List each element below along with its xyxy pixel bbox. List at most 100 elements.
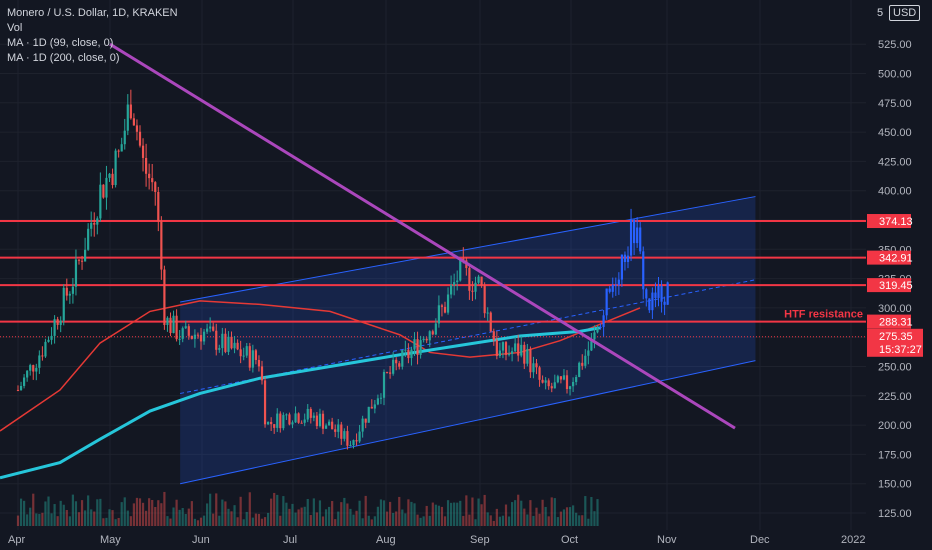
- candle-body: [599, 326, 602, 328]
- volume-bar: [297, 509, 300, 526]
- volume-bar: [492, 520, 495, 526]
- candle-body: [663, 301, 666, 305]
- volume-bar: [193, 518, 196, 526]
- volume-bar: [206, 503, 209, 526]
- volume-bar: [279, 515, 282, 526]
- volume-bar: [425, 505, 428, 526]
- symbol-title[interactable]: Monero / U.S. Dollar, 1D, KRAKEN: [7, 7, 178, 19]
- volume-bar: [535, 507, 538, 526]
- candle-body: [282, 415, 285, 429]
- volume-bar: [562, 509, 566, 526]
- candle-body: [617, 279, 620, 286]
- volume-bar: [50, 513, 53, 526]
- volume-bar: [517, 494, 520, 526]
- candle-body: [77, 259, 81, 261]
- candle-body: [642, 251, 645, 290]
- volume-bar: [239, 496, 242, 526]
- volume-bar: [398, 496, 401, 526]
- volume-bar: [462, 515, 465, 526]
- candle-body: [334, 429, 337, 432]
- volume-bar: [93, 511, 96, 526]
- candle-body: [160, 221, 163, 270]
- volume-bar: [547, 516, 550, 526]
- candle-body: [96, 218, 99, 225]
- volume-bar: [53, 504, 56, 526]
- volume-bar: [99, 498, 102, 526]
- candle-body: [260, 366, 264, 381]
- volume-bar: [56, 516, 59, 526]
- volume-bar: [328, 506, 331, 526]
- candle-body: [358, 431, 361, 442]
- candle-body: [315, 415, 318, 427]
- candle-body: [660, 285, 663, 302]
- volume-bar: [578, 515, 581, 526]
- volume-bar: [489, 515, 492, 526]
- volume-bar: [41, 512, 44, 526]
- candle-body: [547, 380, 550, 387]
- volume-bar: [568, 507, 572, 526]
- volume-bar: [373, 516, 376, 526]
- volume-bar: [419, 517, 422, 526]
- indicator-ma99[interactable]: MA · 1D (99, close, 0): [7, 37, 114, 49]
- candle-body: [50, 335, 53, 340]
- volume-bar: [587, 518, 590, 526]
- candle-body: [245, 346, 248, 356]
- volume-bar: [138, 498, 142, 526]
- candle-body: [395, 359, 398, 364]
- volume-bar: [367, 515, 370, 526]
- volume-bar: [385, 511, 389, 526]
- candles: [16, 89, 669, 450]
- volume-bar: [501, 515, 505, 526]
- candle-body: [29, 365, 32, 371]
- currency-button[interactable]: USD: [889, 5, 921, 21]
- volume-bar: [202, 515, 206, 526]
- candle-body: [273, 424, 276, 428]
- candle-body: [413, 339, 416, 350]
- indicator-volume[interactable]: Vol: [7, 22, 23, 34]
- candle-body: [538, 367, 541, 380]
- candle-body: [108, 173, 111, 178]
- descending-trendline: [109, 42, 736, 430]
- volume-bar: [443, 516, 447, 526]
- volume-bar: [248, 492, 251, 526]
- volume-bar: [35, 513, 38, 526]
- volume-bar: [105, 517, 108, 526]
- volume-bar: [19, 498, 23, 526]
- volume-bar: [141, 502, 145, 526]
- volume-bar: [376, 506, 379, 526]
- indicator-ma200[interactable]: MA · 1D (200, close, 0): [7, 52, 120, 64]
- candle-body: [202, 331, 206, 342]
- candle-body: [120, 144, 123, 152]
- candle-body: [355, 440, 358, 442]
- volume-bar: [224, 501, 227, 526]
- volume-bar: [355, 510, 358, 526]
- y-tick-label: 125.00: [878, 508, 912, 520]
- volume-bar: [108, 509, 111, 526]
- candle-body: [556, 376, 559, 383]
- candle-body: [337, 424, 340, 432]
- volume-bar: [111, 510, 114, 526]
- candle-body: [324, 425, 328, 429]
- volume-bar: [288, 508, 291, 526]
- candle-body: [562, 375, 566, 380]
- volume-bar: [364, 495, 367, 526]
- candle-body: [553, 382, 556, 389]
- candle-body: [565, 375, 569, 390]
- volume-bar: [59, 500, 62, 526]
- y-tick-label: 475.00: [878, 98, 912, 110]
- countdown-label: 15:37:27: [879, 344, 922, 356]
- volume-bar: [172, 507, 175, 526]
- candle-body: [596, 327, 599, 333]
- volume-bar: [428, 515, 431, 526]
- volume-bar: [90, 509, 93, 526]
- volume-bar: [154, 506, 157, 526]
- volume-bar: [431, 502, 434, 526]
- volume-bar: [32, 493, 35, 526]
- candle-body: [453, 282, 456, 286]
- volume-bar: [349, 508, 352, 526]
- candle-body: [230, 336, 233, 349]
- volume-bar: [422, 516, 425, 526]
- candle-body: [645, 289, 648, 299]
- y-tick-label: 425.00: [878, 156, 912, 168]
